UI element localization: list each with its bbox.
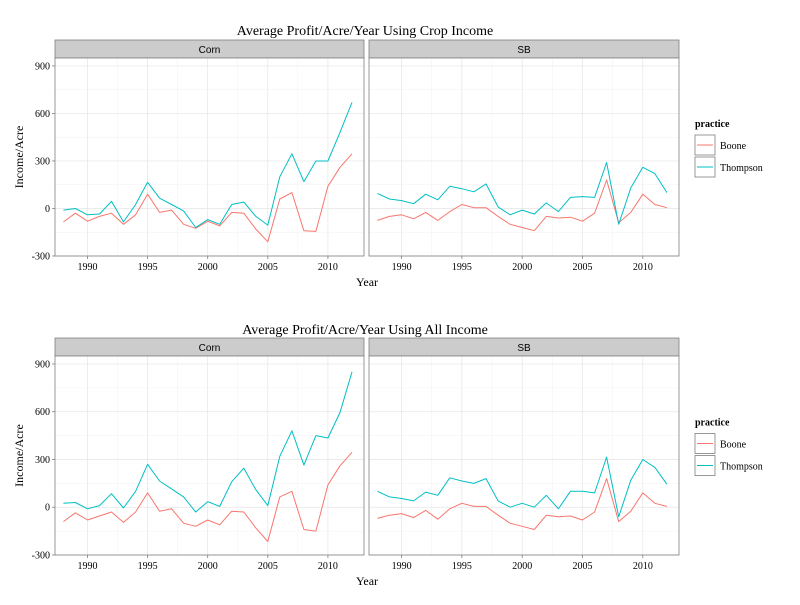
plot-background [369,58,679,256]
x-tick-label: 2005 [258,262,278,273]
y-tick-label: 600 [35,407,50,418]
y-tick-label: 0 [45,204,50,215]
series-line-thompson [377,456,668,518]
y-axis-label: Income/Acre [12,126,26,189]
facet-strip-label: Corn [199,45,221,56]
panel-border [54,355,365,556]
x-tick-label: 2000 [198,262,218,273]
x-tick-label: 1995 [138,561,158,572]
x-tick-label: 1990 [77,561,97,572]
y-tick-label: 300 [35,156,50,167]
y-tick-label: 900 [35,61,50,72]
x-tick-label: 2010 [318,561,338,572]
plot-background [369,356,679,555]
x-tick-label: 2005 [258,561,278,572]
x-tick-label: 2000 [512,262,532,273]
plot-background [55,356,364,555]
facet-panel-corn: Corn 1990 1995 2000 2005 2010 -300 0 300 600 900 [32,39,365,273]
facet-panel-sb: SB 1990 1995 2000 2005 2010 [368,337,680,572]
y-tick-label: -300 [32,252,50,263]
y-tick-label: 300 [35,455,50,466]
series-line-boone [377,478,668,530]
x-axis-label: Year [356,574,378,588]
legend-title: practice [695,418,730,429]
x-tick-label: 2005 [573,262,593,273]
y-tick-label: 900 [35,359,50,370]
panel-border [54,57,365,257]
x-tick-label: 2010 [318,262,338,273]
x-tick-label: 1990 [77,262,97,273]
facet-strip-label: Corn [199,343,221,354]
series-line-thompson [63,371,353,513]
x-tick-label: 1995 [138,262,158,273]
y-tick-label: -300 [32,551,50,562]
plot-background [55,58,364,256]
x-axis-label: Year [356,275,378,289]
series-line-thompson [377,162,668,225]
chart-2: Average Profit/Acre/Year Using All Incom… [12,323,763,588]
legend-label-boone: Boone [720,141,747,152]
facet-panel-sb: SB 1990 1995 2000 2005 2010 [368,39,680,273]
x-tick-label: 2010 [633,262,653,273]
x-tick-label: 2005 [573,561,593,572]
facet-strip-label: SB [517,343,531,354]
chart-1: Average Profit/Acre/Year Using Crop Inco… [12,24,763,289]
x-tick-label: 2000 [512,561,532,572]
legend-label-boone: Boone [720,440,747,451]
facet-strip-label: SB [517,45,531,56]
x-tick-label: 2000 [198,561,218,572]
legend: practice Boone Thompson [694,119,763,178]
chart-title: Average Profit/Acre/Year Using All Incom… [242,323,488,338]
legend-label-thompson: Thompson [720,163,763,174]
series-line-boone [63,451,353,542]
y-tick-label: 0 [45,503,50,514]
series-line-thompson [63,102,353,228]
x-tick-label: 1990 [392,561,412,572]
panel-border [368,355,680,556]
x-tick-label: 1990 [392,262,412,273]
x-tick-label: 2010 [633,561,653,572]
legend-title: practice [695,119,730,130]
facet-panel-corn: Corn 1990 1995 2000 2005 2010 -300 0 300 600 900 [32,337,365,572]
legend: practice Boone Thompson [694,418,763,476]
chart-title: Average Profit/Acre/Year Using Crop Inco… [237,24,493,39]
x-tick-label: 1995 [452,561,472,572]
legend-label-thompson: Thompson [720,462,763,473]
x-tick-label: 1995 [452,262,472,273]
y-tick-label: 600 [35,109,50,120]
y-axis-label: Income/Acre [12,424,26,487]
series-line-boone [63,153,353,243]
panel-border [368,57,680,257]
